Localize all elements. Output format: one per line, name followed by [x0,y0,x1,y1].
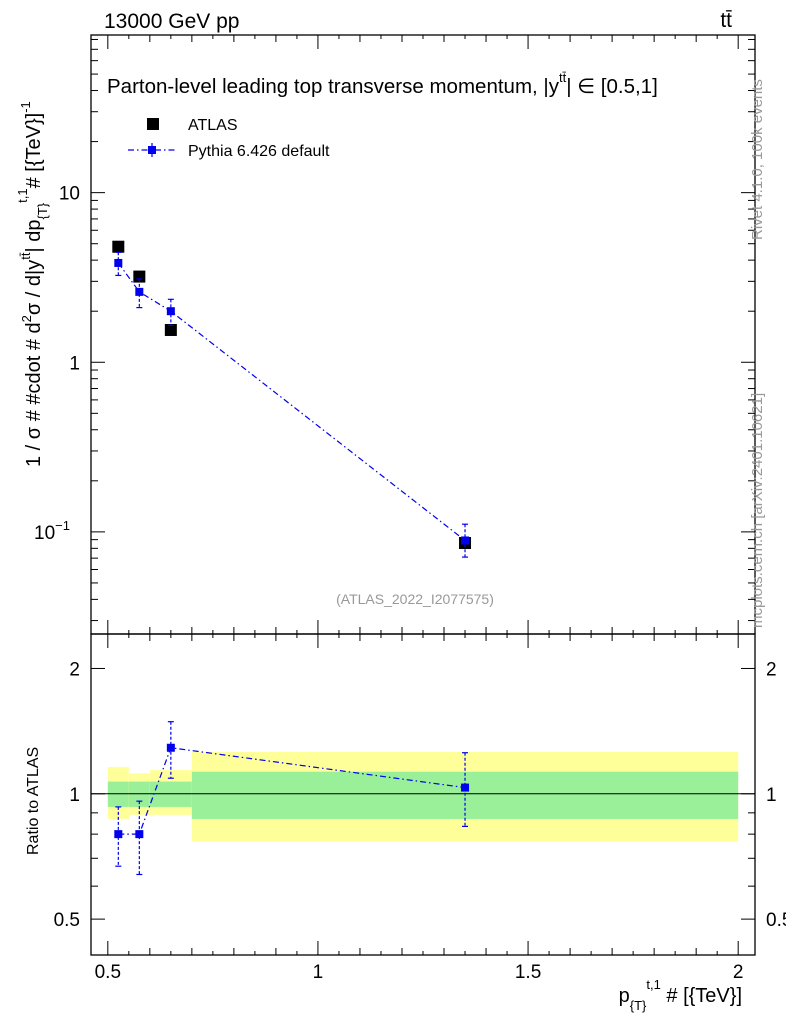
legend-label-pythia: Pythia 6.426 default [188,143,330,160]
ratio-uncertainty-bands [107,752,739,842]
data-marks [112,240,472,876]
main-y-axis-label: 1 / σ # #cdot # d2σ / d|ytt̄| dp{T} t,1# … [15,101,50,467]
mc-ratio-point [461,783,470,792]
ratio-y-tick-label: 1 [69,785,80,806]
mc-data-point [166,307,175,316]
analysis-watermark: (ATLAS_2022_I2077575) [336,591,494,607]
mc-ratio-line [118,747,466,835]
process-label: tt̄ [720,9,732,32]
xlabel-main: p [619,985,630,1007]
x-tick-label: 0.5 [95,962,121,983]
ylabel-sup-t1: t,1 [15,188,30,202]
energy-label: 13000 GeV pp [104,10,239,33]
main-y-tick-exponent: −1 [55,518,70,533]
ratio-y-tick-label-right: 0.5 [766,910,786,931]
x-tick-label: 1.5 [515,962,541,983]
ylabel-part-b: σ / d|y [23,260,45,315]
ylabel-part-c: | dp [23,220,45,253]
mc-main-line [117,262,466,541]
plot-title-main: Parton-level leading top transverse mome… [107,75,560,98]
rivet-label: Rivet 4.1.0, 100k events [749,79,766,240]
ylabel-sub-t: {T} [35,202,50,219]
xlabel-rest: # [{TeV}] [661,985,742,1007]
ylabel-sup-2: 2 [19,315,34,322]
x-axis-label: p{T} t,1 # [{TeV}] [619,977,742,1013]
mc-ratio-point [166,743,175,752]
x-tick-label: 1 [313,962,324,983]
ratio-y-axis-label: Ratio to ATLAS [25,747,42,855]
xlabel-sub: {T} [630,998,647,1013]
plot-title: Parton-level leading top transverse mome… [107,70,658,98]
main-y-tick-label: 10 [59,184,80,205]
main-y-tick-label: 10−1 [34,518,70,544]
mc-data-point [461,536,470,545]
atlas-data-point [133,270,146,283]
plot-title-range: | ∈ [0.5,1] [566,75,658,98]
axis-ticks: 0.5 1 1.5 2 10 1 10−1 0.5 0.5 1 1 2 2 [34,35,786,983]
ylabel-part-a: 1 / σ # #cdot # d [23,322,45,467]
atlas-data-point [164,323,177,336]
legend-marker-pythia [148,146,156,154]
xlabel-sup: t,1 [646,977,660,992]
x-tick-label: 2 [733,962,744,983]
atlas-data-point [112,240,125,253]
main-y-tick-label: 1 [69,353,80,374]
ratio-y-tick-label-right: 2 [766,659,777,680]
source-label: mcplots.cern.ch [arXiv:2401.10621] [749,393,766,628]
ratio-y-tick-label: 2 [69,659,80,680]
ylabel-part-d: # [{TeV}] [23,113,45,189]
ratio-y-tick-label: 0.5 [54,910,80,931]
plot-title-sup: tt̄ [559,70,567,85]
mc-ratio-point [114,830,123,839]
legend: ATLAS Pythia 6.426 default [128,117,330,160]
mc-ratio-point [135,830,144,839]
ylabel-sup-tt: tt̄ [18,252,33,260]
ylabel-sup-m1: -1 [18,101,33,113]
legend-label-atlas: ATLAS [188,117,238,134]
mc-data-point [135,287,144,296]
legend-marker-atlas [147,118,159,130]
ratio-y-tick-label-right: 1 [766,785,777,806]
mc-data-point [114,258,123,267]
